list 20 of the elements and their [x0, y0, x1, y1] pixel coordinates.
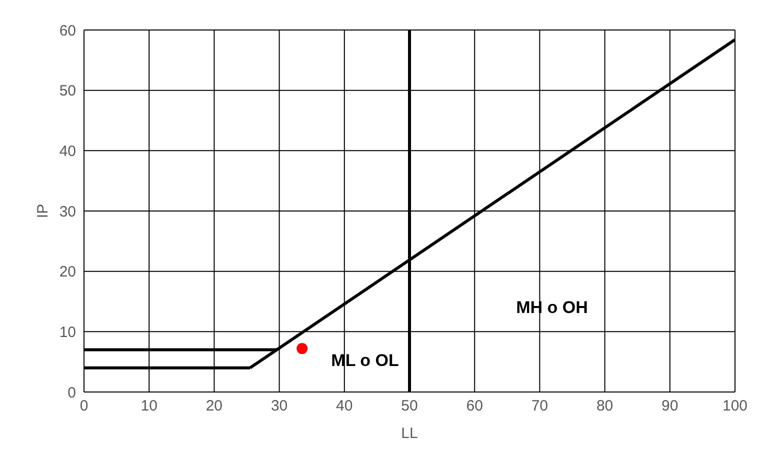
x-tick-label: 50 [401, 398, 418, 415]
y-tick-label: 0 [68, 384, 76, 402]
x-tick-label: 60 [466, 398, 483, 415]
x-tick-label: 80 [596, 398, 614, 415]
x-tick-label: 70 [531, 398, 548, 415]
x-tick-label: 100 [722, 398, 748, 415]
y-axis-title: IP [34, 204, 52, 218]
y-tick-label: 60 [59, 22, 76, 40]
x-tick-label: 20 [206, 398, 223, 415]
y-tick-label: 50 [59, 82, 76, 100]
y-tick-label: 10 [59, 324, 76, 341]
x-tick-label: 0 [80, 398, 88, 415]
y-tick-label: 40 [59, 142, 76, 160]
x-axis-title: LL [401, 425, 418, 442]
y-tick-label: 20 [59, 264, 76, 281]
x-tick-label: 90 [662, 398, 678, 415]
x-tick-label: 30 [270, 398, 288, 415]
x-tick-label: 40 [336, 398, 353, 415]
y-tick-label: 30 [59, 203, 76, 220]
x-tick-label: 10 [140, 398, 158, 415]
